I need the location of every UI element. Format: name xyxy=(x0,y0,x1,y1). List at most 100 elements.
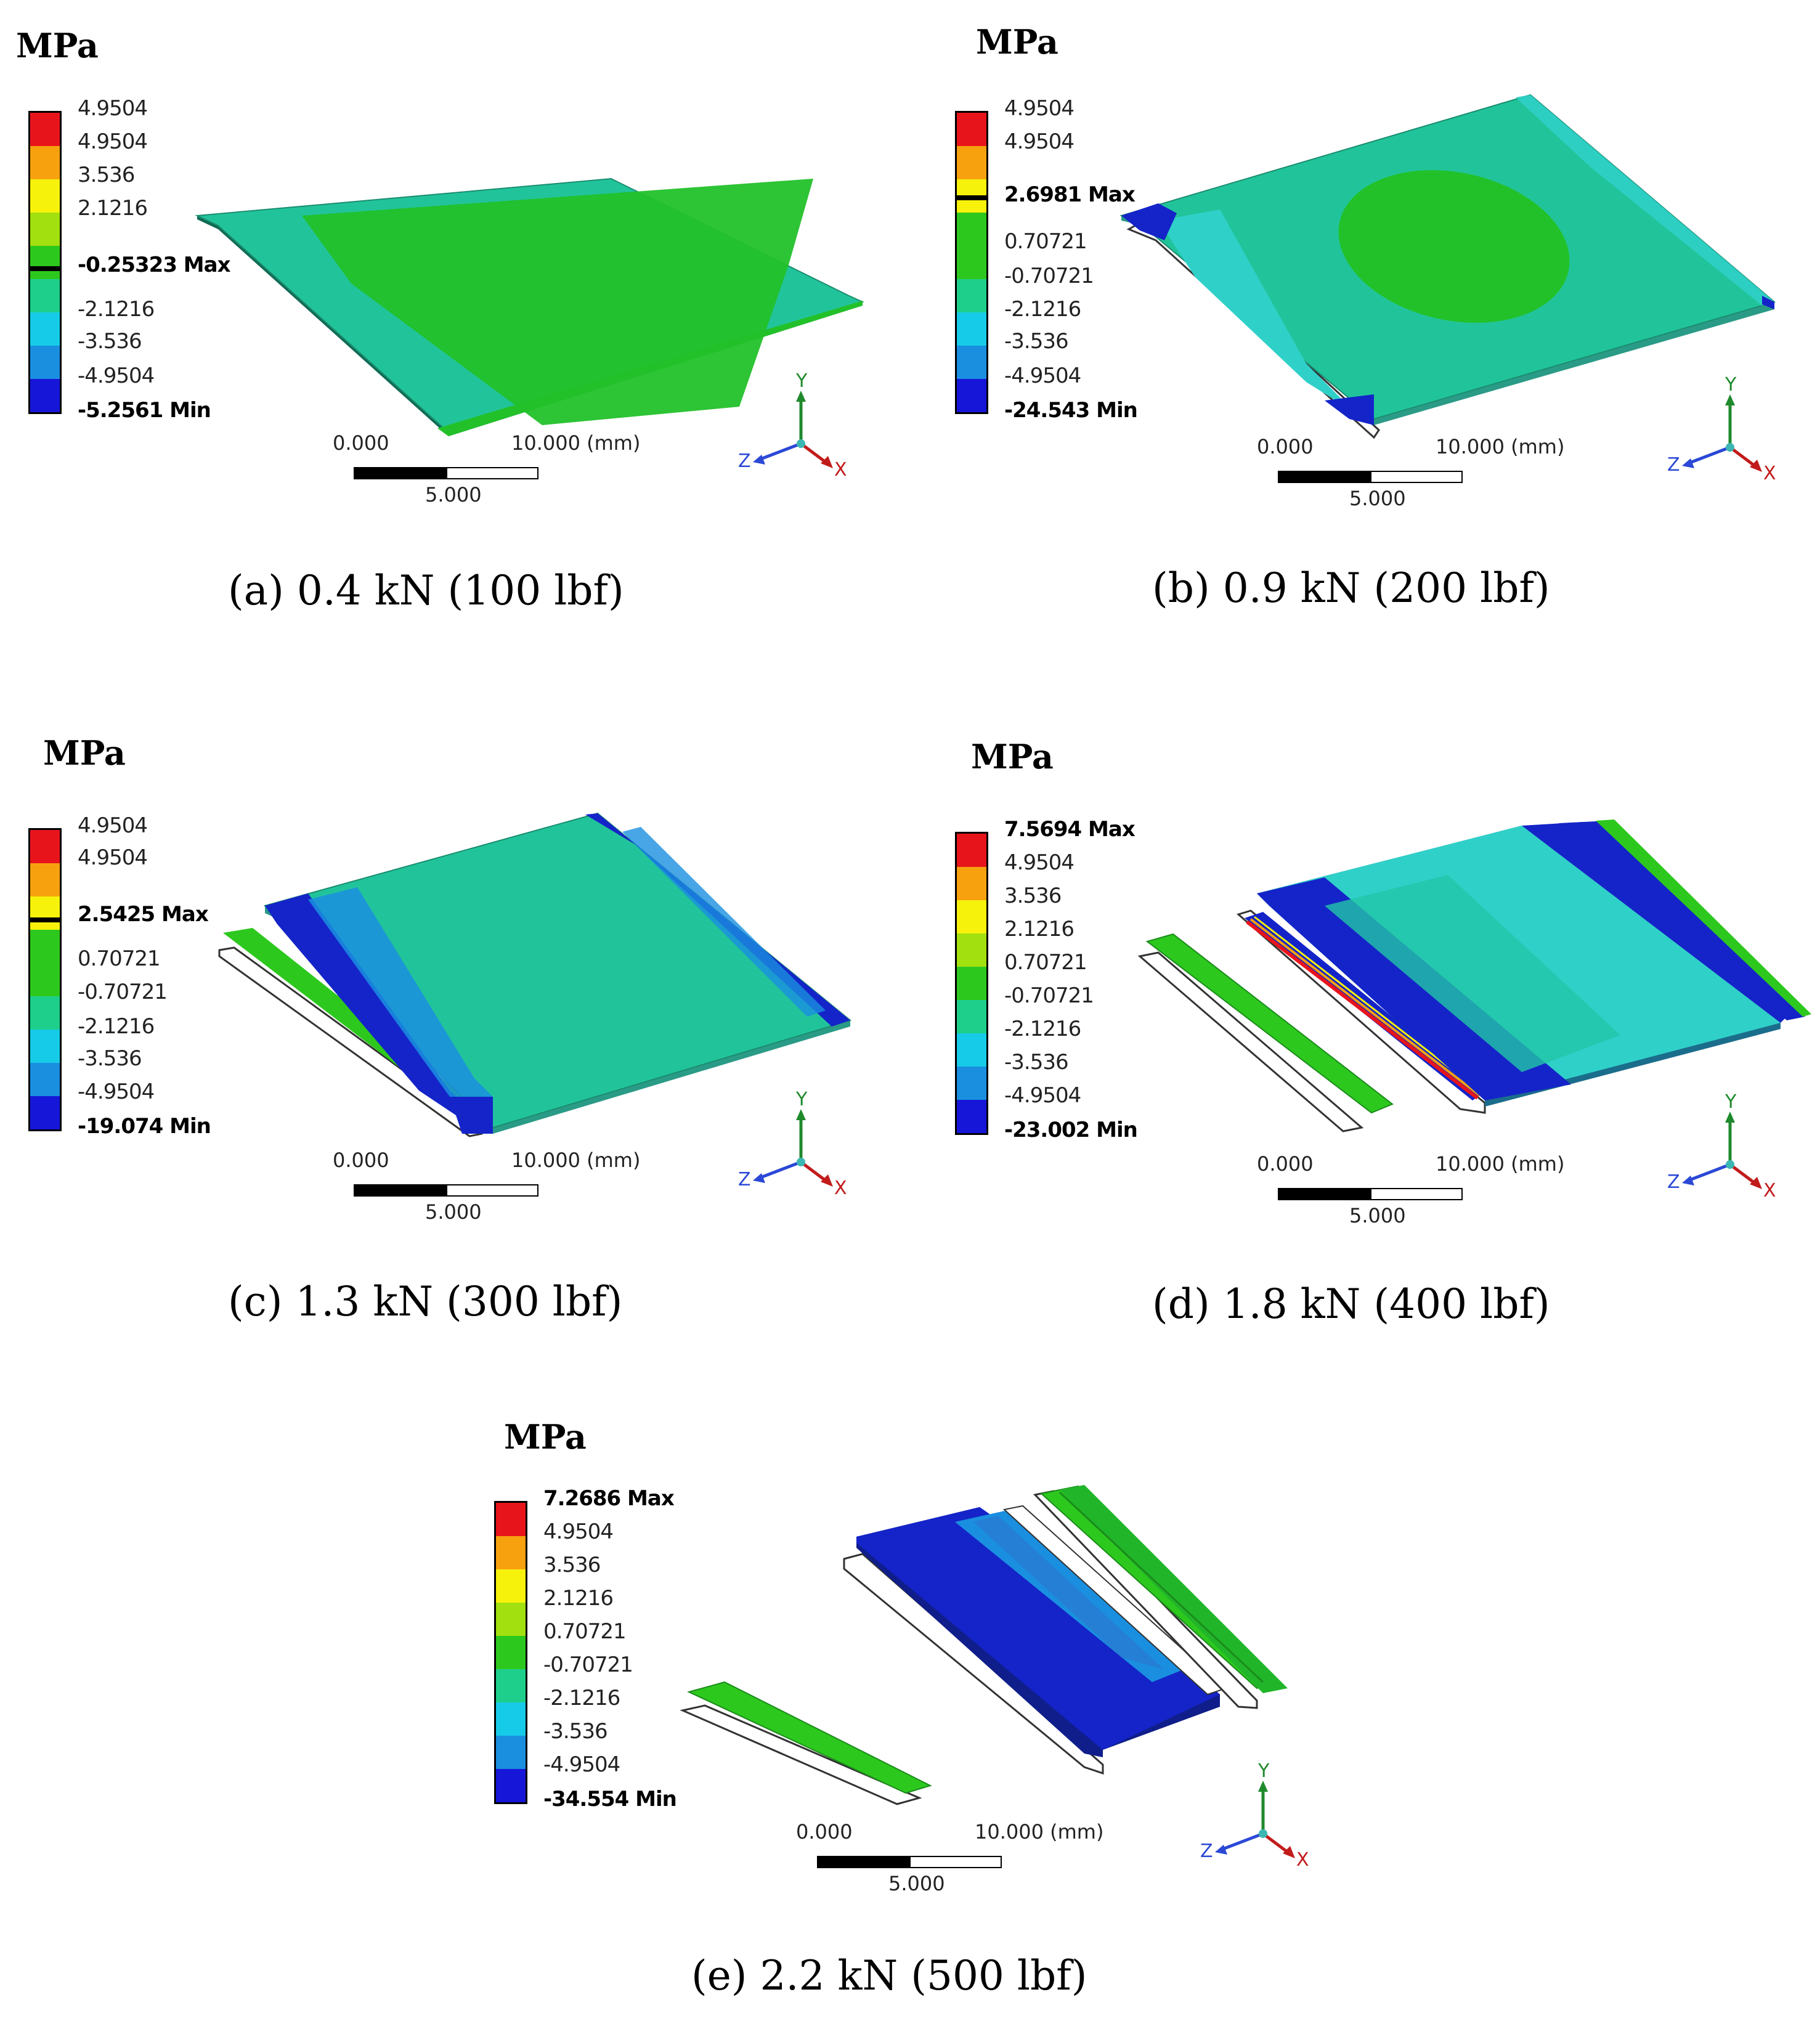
legend-label: -2.1216 xyxy=(543,1686,620,1710)
scale-bar-graphic xyxy=(354,467,538,479)
scale-start-label: 0.000 xyxy=(333,431,389,455)
stress-contour-model xyxy=(680,1485,1288,1805)
axis-z-label: Z xyxy=(1667,1171,1680,1193)
caption: (b) 0.9 kN (200 lbf) xyxy=(1152,564,1550,612)
legend-label: 4.9504 xyxy=(78,129,148,154)
unit-label: MPa xyxy=(504,1417,587,1457)
legend-label: 3.536 xyxy=(78,163,135,187)
legend-label: -4.9504 xyxy=(1004,1083,1081,1108)
legend-label: 0.70721 xyxy=(1004,229,1087,254)
legend-label: 4.9504 xyxy=(78,813,148,838)
caption: (a) 0.4 kN (100 lbf) xyxy=(228,567,624,614)
legend-min-label: -23.002 Min xyxy=(1004,1118,1138,1142)
caption: (e) 2.2 kN (500 lbf) xyxy=(691,1952,1087,1999)
legend-label: -2.1216 xyxy=(1004,1017,1081,1041)
unit-label: MPa xyxy=(976,22,1058,62)
axis-z-label: Z xyxy=(1200,1840,1213,1862)
legend-label: -3.536 xyxy=(78,329,142,354)
axis-triad: Y Z X xyxy=(738,370,847,481)
axis-y-label: Y xyxy=(1257,1760,1270,1782)
stress-contour-model xyxy=(195,177,864,436)
axis-x-label: X xyxy=(834,1177,847,1199)
color-legend xyxy=(955,111,988,414)
legend-label: 0.70721 xyxy=(1004,950,1087,975)
legend-label: 0.70721 xyxy=(543,1619,627,1644)
legend-label: -0.70721 xyxy=(1004,264,1094,288)
legend-label: -2.1216 xyxy=(78,1014,155,1039)
scale-end-label: 10.000 (mm) xyxy=(511,431,641,455)
legend-label: -3.536 xyxy=(1004,329,1069,354)
legend-label: -0.70721 xyxy=(78,980,168,1004)
legend-label: -0.70721 xyxy=(1004,983,1094,1008)
axis-triad: Y Z X xyxy=(1200,1760,1309,1871)
scale-mid-label: 5.000 xyxy=(888,1872,945,1895)
stress-contour-model xyxy=(1119,94,1776,439)
legend-label: 3.536 xyxy=(1004,884,1062,908)
scale-end-label: 10.000 (mm) xyxy=(1436,435,1565,458)
scale-end-label: 10.000 (mm) xyxy=(1436,1152,1565,1176)
stress-contour-model xyxy=(1137,819,1811,1132)
axis-z-label: Z xyxy=(738,1169,751,1190)
color-legend xyxy=(494,1501,527,1804)
legend-label: -0.70721 xyxy=(543,1653,633,1677)
legend-max-label: -0.25323 Max xyxy=(78,253,231,277)
caption: (c) 1.3 kN (300 lbf) xyxy=(228,1278,623,1325)
axis-z-label: Z xyxy=(1667,454,1680,476)
stress-contour-model xyxy=(218,812,852,1137)
legend-min-label: -34.554 Min xyxy=(543,1787,677,1811)
scale-end-label: 10.000 (mm) xyxy=(511,1149,641,1172)
legend-label: 4.9504 xyxy=(543,1519,614,1544)
scale-start-label: 0.000 xyxy=(333,1149,389,1172)
legend-max-label: 2.6981 Max xyxy=(1004,182,1135,207)
legend-label: -2.1216 xyxy=(78,297,155,322)
axis-triad: Y Z X xyxy=(738,1089,847,1199)
legend-min-label: -5.2561 Min xyxy=(78,398,211,423)
axis-y-label: Y xyxy=(1725,374,1737,396)
scale-bar-graphic xyxy=(354,1184,538,1197)
unit-label: MPa xyxy=(43,733,126,773)
legend-max-label: 7.2686 Max xyxy=(543,1486,675,1511)
scale-bar-graphic xyxy=(1278,471,1463,483)
legend-label: -3.536 xyxy=(543,1719,608,1744)
scale-mid-label: 5.000 xyxy=(425,483,482,506)
scale-mid-label: 5.000 xyxy=(1349,1204,1406,1227)
legend-label: 0.70721 xyxy=(78,946,161,971)
legend-label: 2.1216 xyxy=(543,1586,614,1611)
axis-triad: Y Z X xyxy=(1667,374,1776,484)
legend-label: -4.9504 xyxy=(78,1079,155,1104)
axis-y-label: Y xyxy=(795,1089,808,1110)
axis-y-label: Y xyxy=(1725,1091,1737,1113)
legend-label: -4.9504 xyxy=(1004,364,1081,388)
legend-max-label: 7.5694 Max xyxy=(1004,817,1135,842)
caption: (d) 1.8 kN (400 lbf) xyxy=(1152,1280,1550,1328)
scale-bar-graphic xyxy=(817,1856,1002,1868)
legend-label: 4.9504 xyxy=(78,96,148,121)
unit-label: MPa xyxy=(971,737,1054,776)
legend-min-label: -19.074 Min xyxy=(78,1114,211,1139)
axis-z-label: Z xyxy=(738,450,751,472)
axis-x-label: X xyxy=(1763,463,1776,484)
axis-y-label: Y xyxy=(795,370,808,392)
legend-label: 4.9504 xyxy=(1004,96,1075,121)
legend-min-label: -24.543 Min xyxy=(1004,398,1138,423)
scale-start-label: 0.000 xyxy=(1257,435,1314,458)
axis-x-label: X xyxy=(1763,1180,1776,1201)
unit-label: MPa xyxy=(16,26,99,65)
legend-label: 2.1216 xyxy=(1004,917,1075,941)
color-legend xyxy=(28,828,62,1131)
legend-label: 2.1216 xyxy=(78,196,148,221)
scale-mid-label: 5.000 xyxy=(425,1200,482,1224)
legend-label: 4.9504 xyxy=(78,845,148,870)
legend-label: -3.536 xyxy=(1004,1050,1069,1075)
legend-label: -3.536 xyxy=(78,1046,142,1071)
legend-label: 4.9504 xyxy=(1004,129,1075,154)
scale-end-label: 10.000 (mm) xyxy=(975,1820,1104,1844)
color-legend xyxy=(955,832,988,1135)
legend-label: 3.536 xyxy=(543,1553,601,1577)
legend-label: -4.9504 xyxy=(543,1752,620,1777)
axis-triad: Y Z X xyxy=(1667,1091,1776,1201)
color-legend xyxy=(28,111,62,414)
legend-max-label: 2.5425 Max xyxy=(78,902,209,927)
legend-label: 4.9504 xyxy=(1004,850,1075,875)
scale-bar-graphic xyxy=(1278,1188,1463,1200)
